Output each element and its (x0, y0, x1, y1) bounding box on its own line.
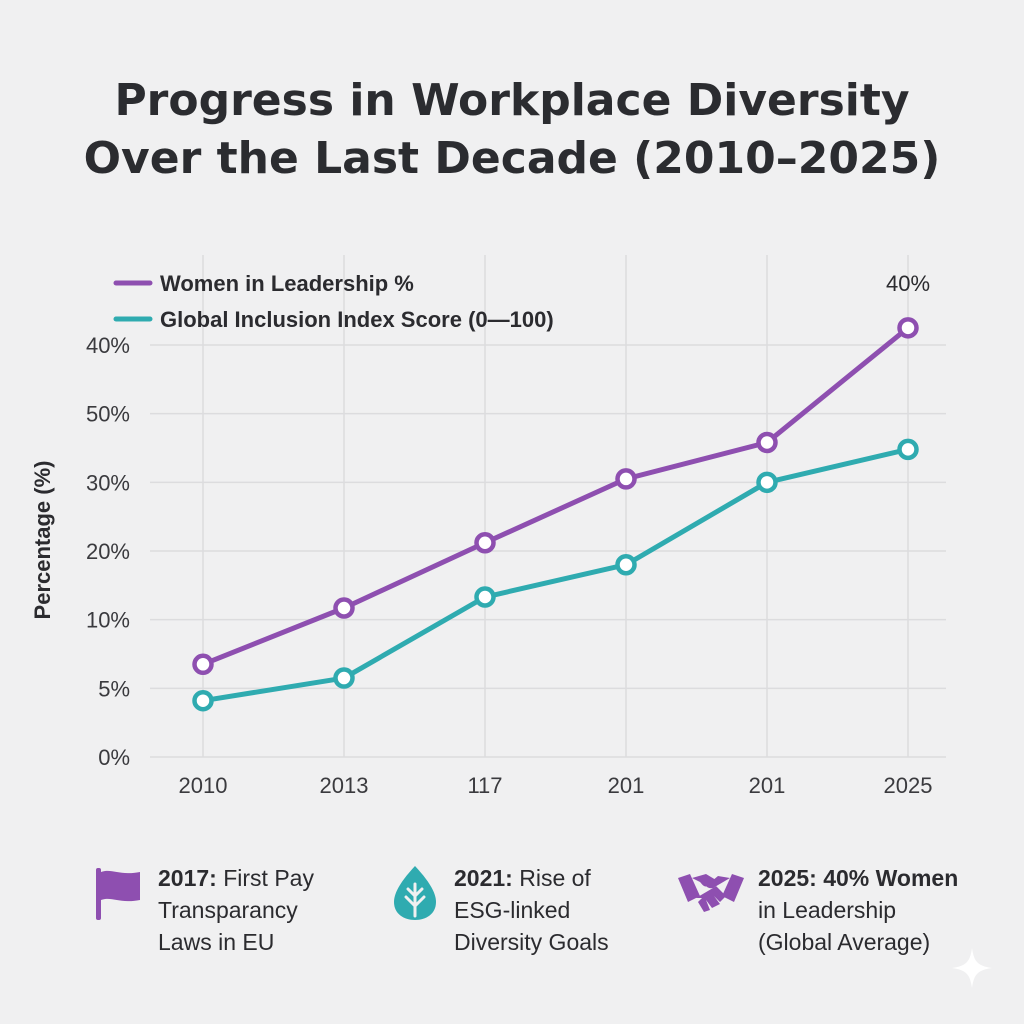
y-tick-label: 40% (86, 333, 130, 358)
chart-title: Progress in Workplace Diversity Over the… (0, 72, 1024, 188)
milestone-2025-text: 2025: 40% Women in Leadership (Global Av… (758, 862, 958, 958)
data-point (192, 653, 214, 676)
chart-title-line-2: Over the Last Decade (2010–2025) (83, 133, 941, 184)
leaf-drop-icon (394, 866, 436, 920)
y-tick-label: 5% (98, 676, 130, 701)
flag-icon (96, 868, 140, 920)
data-point (615, 553, 637, 576)
legend-label: Women in Leadership % (160, 271, 414, 296)
sparkle-icon (952, 948, 992, 988)
chart-title-line-1: Progress in Workplace Diversity (114, 75, 910, 126)
y-tick-label: 20% (86, 539, 130, 564)
data-point (474, 532, 496, 554)
milestone-2017-text: 2017: First Pay Transparancy Laws in EU (158, 862, 314, 958)
milestone-2021-year: 2021: (454, 865, 513, 891)
y-tick-label: 10% (86, 608, 130, 633)
x-tick-label: 2013 (320, 773, 369, 798)
data-point (615, 468, 637, 490)
milestone-2021: 2021: Rise of ESG-linked Diversity Goals (388, 862, 609, 958)
data-point (756, 431, 778, 454)
x-tick-label: 201 (749, 773, 786, 798)
data-point (897, 317, 919, 339)
milestone-2025-year: 2025: 40% Women (758, 865, 959, 891)
series-line (200, 446, 911, 704)
data-point (474, 586, 496, 608)
data-label: 40% (886, 271, 930, 296)
milestone-2025: 2025: 40% Women in Leadership (Global Av… (676, 862, 958, 958)
y-tick-label: 30% (86, 470, 130, 495)
y-axis-label: Percentage (%) (30, 461, 55, 620)
milestone-2025-line2: in Leadership (758, 897, 897, 923)
milestone-2021-line2: ESG-linked (454, 897, 571, 923)
series-line (200, 325, 911, 667)
milestone-2017-line1: First Pay (216, 865, 314, 891)
x-tick-label: 117 (467, 773, 502, 798)
milestone-2021-line3: Diversity Goals (454, 929, 609, 955)
data-point (333, 667, 355, 689)
handshake-icon (678, 874, 744, 912)
x-tick-label: 201 (608, 773, 645, 798)
y-tick-label: 0% (98, 745, 130, 770)
milestone-2021-line1: Rise of (512, 865, 591, 891)
line-chart: 0% 5% 10% 20% 30% 50% 40% 2010 2013 117 201 201 2025… (30, 255, 946, 798)
milestone-2017: 2017: First Pay Transparancy Laws in EU (92, 862, 314, 958)
milestone-2025-line3: (Global Average) (758, 929, 931, 955)
milestone-2017-line2: Transparancy (158, 897, 298, 923)
milestone-annotations: 2017: First Pay Transparancy Laws in EU … (0, 862, 1024, 972)
data-point (192, 689, 214, 712)
x-tick-label: 2010 (179, 773, 228, 798)
data-point (756, 471, 778, 494)
data-point (897, 438, 919, 461)
milestone-2017-line3: Laws in EU (158, 929, 275, 955)
milestone-2017-year: 2017: (158, 865, 217, 891)
milestone-2021-text: 2021: Rise of ESG-linked Diversity Goals (454, 862, 609, 958)
y-tick-label: 50% (86, 402, 130, 427)
x-tick-label: 2025 (884, 773, 933, 798)
data-point (333, 597, 355, 619)
legend-label: Global Inclusion Index Score (0—100) (160, 307, 554, 332)
